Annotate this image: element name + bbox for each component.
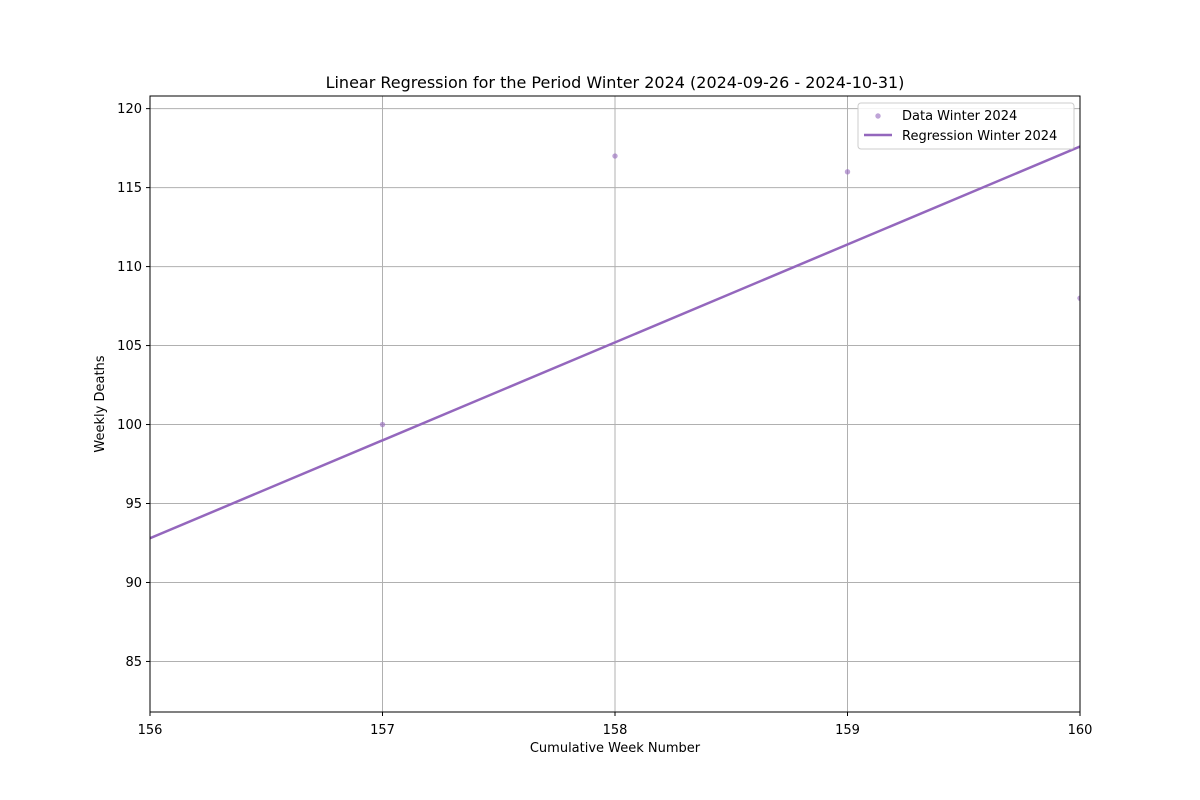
regression-line bbox=[150, 145, 1080, 540]
chart-title: Linear Regression for the Period Winter … bbox=[326, 73, 905, 92]
x-tick-label: 160 bbox=[1068, 723, 1093, 738]
tick-layer: 156 157 158 159 160 85 90 95 100 105 110 115 120 bbox=[117, 102, 1092, 738]
y-tick-label: 105 bbox=[117, 339, 142, 354]
legend-box bbox=[857, 102, 1075, 150]
y-tick-label: 85 bbox=[125, 655, 142, 670]
x-tick-label: 158 bbox=[603, 723, 628, 738]
y-tick-label: 90 bbox=[125, 576, 142, 591]
x-axis-label: Cumulative Week Number bbox=[530, 741, 701, 756]
y-tick-label: 115 bbox=[117, 181, 142, 196]
data-point bbox=[379, 421, 386, 428]
x-tick-label: 157 bbox=[370, 723, 395, 738]
y-tick-label: 120 bbox=[117, 102, 142, 117]
legend: Data Winter 2024 Regression Winter 2024 bbox=[857, 102, 1075, 150]
legend-label-data: Data Winter 2024 bbox=[902, 109, 1017, 124]
data-layer bbox=[150, 145, 1080, 540]
grid-lines bbox=[149, 96, 1081, 712]
legend-label-regression: Regression Winter 2024 bbox=[902, 129, 1057, 144]
y-axis-label: Weekly Deaths bbox=[93, 355, 108, 452]
legend-scatter-marker bbox=[875, 113, 881, 119]
data-point bbox=[1077, 295, 1080, 301]
x-tick-label: 156 bbox=[138, 723, 163, 738]
y-tick-label: 95 bbox=[125, 497, 142, 512]
y-tick-label: 110 bbox=[117, 260, 142, 275]
y-tick-label: 100 bbox=[117, 418, 142, 433]
data-point bbox=[612, 153, 618, 159]
x-tick-label: 159 bbox=[835, 723, 860, 738]
data-point bbox=[844, 169, 851, 175]
